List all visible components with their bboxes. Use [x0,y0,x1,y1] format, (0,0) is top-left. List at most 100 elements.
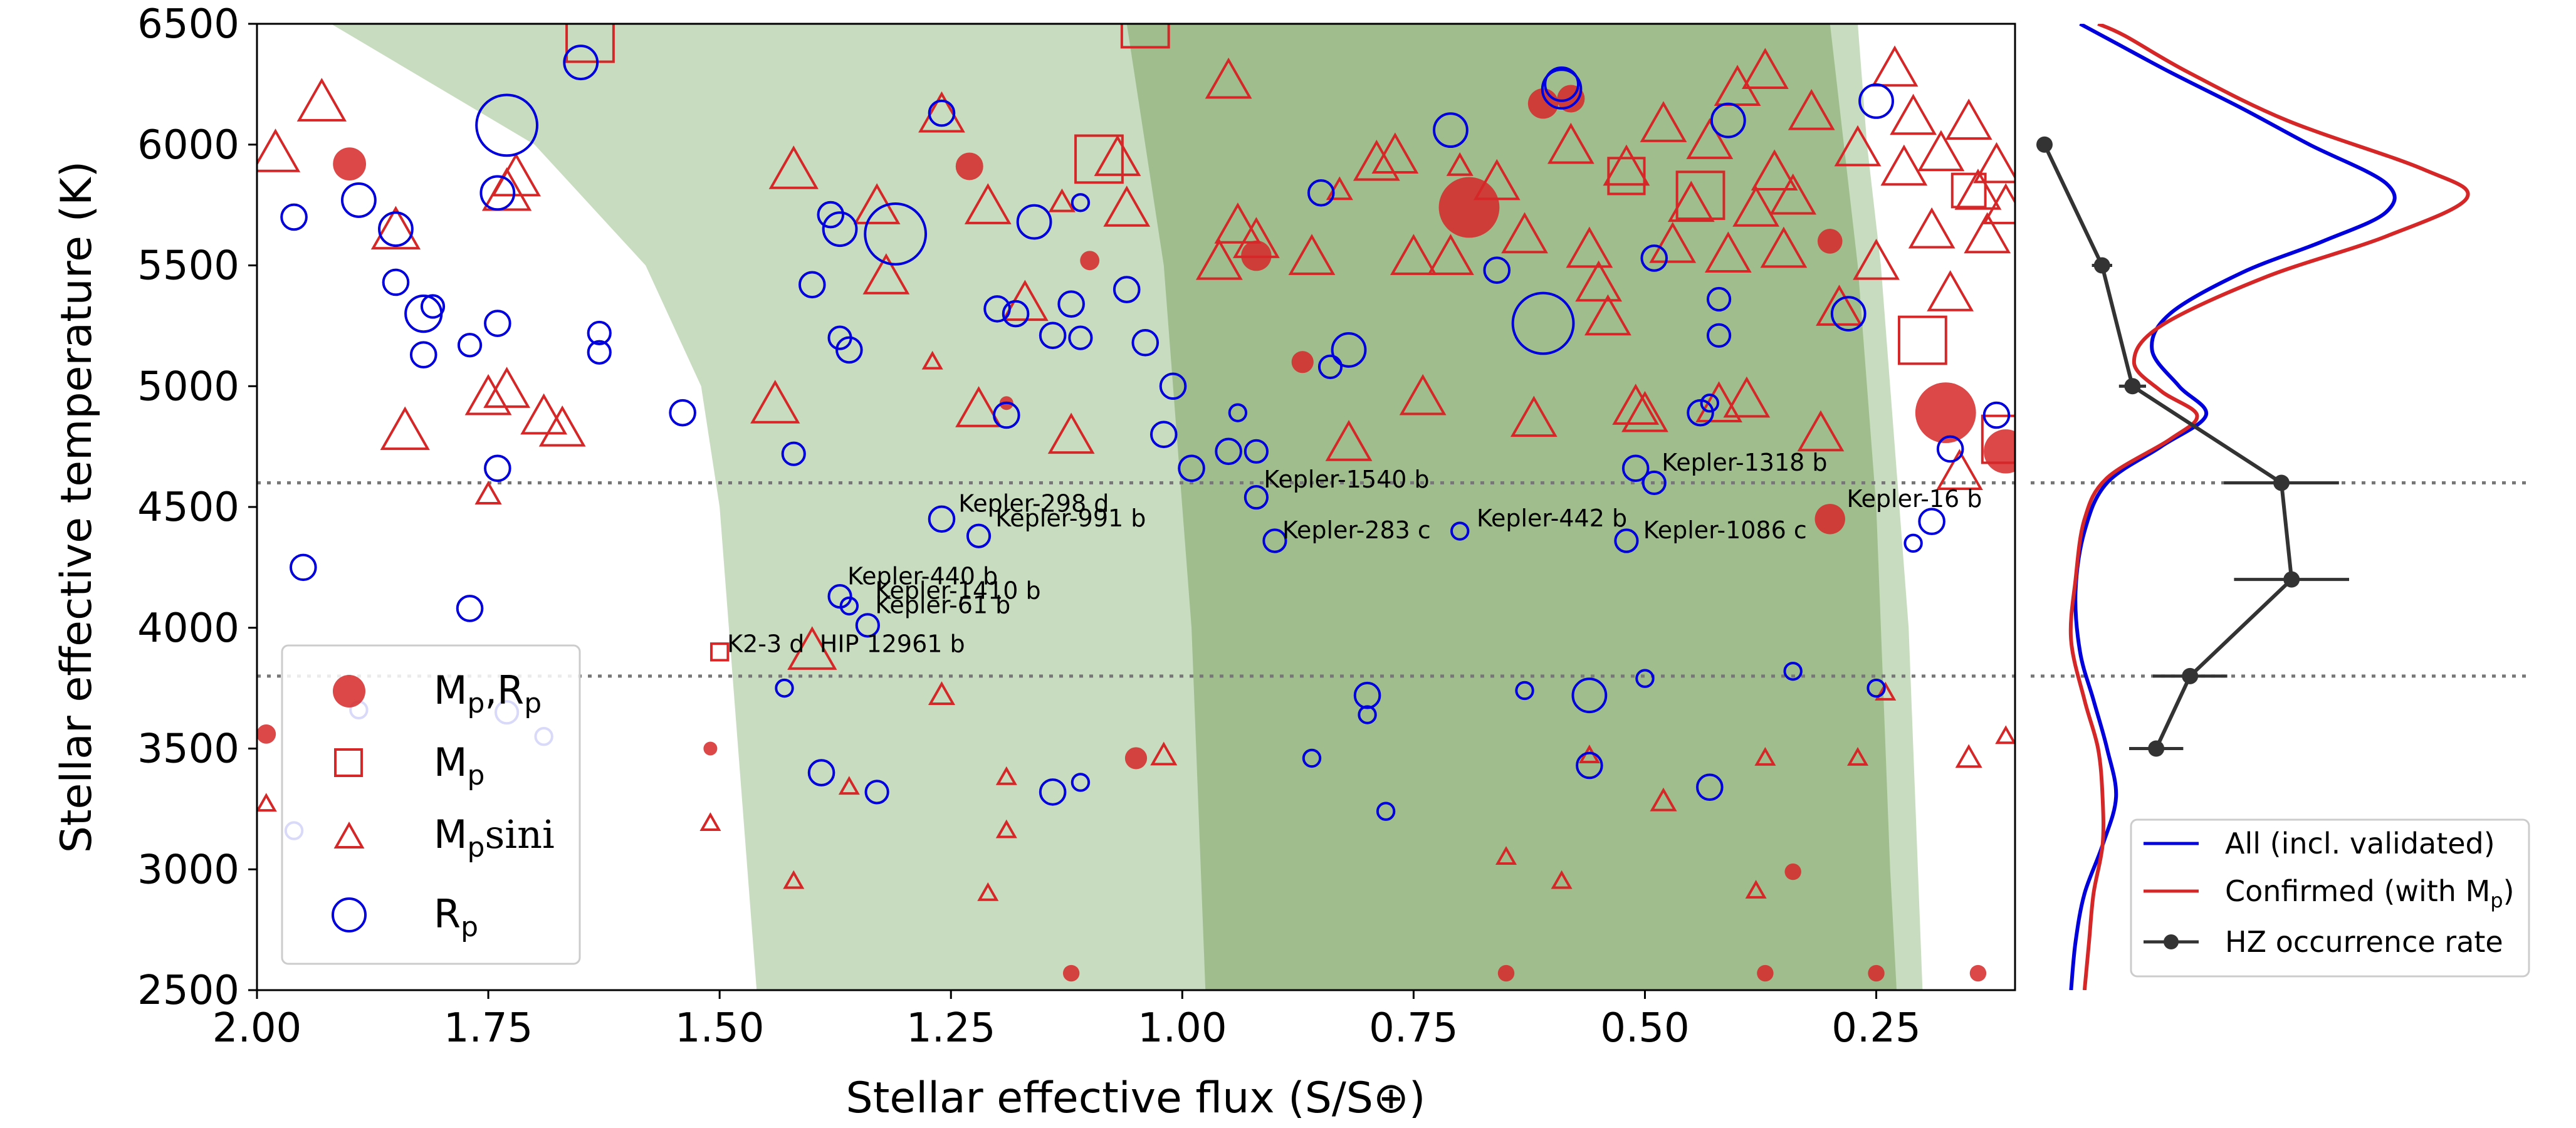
mpsini-point [928,681,956,705]
rp-point [1228,403,1248,422]
mpsini-point [699,812,721,831]
mpsini-point [1584,294,1631,336]
hz-occurrence-rate [2036,136,2349,757]
mpsini-point [483,367,531,408]
rp-point [1307,179,1335,207]
mpsini-point [964,183,1012,224]
mpsini-point [1754,747,1776,766]
mp-rp-point [955,152,983,180]
mpsini-point [1427,234,1474,275]
mpsini-point [538,405,586,447]
rp-point [1621,454,1650,483]
mpsini-point [1371,132,1419,174]
mpsini-point [1704,231,1752,273]
y-tick-label: 6500 [137,1,239,48]
mp-point [1981,414,2015,464]
rp-point [1635,669,1655,688]
mpsini-point [370,206,421,250]
mpsini-point [1973,142,2015,184]
mpsini-point [1566,226,1613,268]
mp-point [1074,134,1124,184]
rp-point [1700,394,1720,413]
rp-point [378,211,414,248]
mpsini-point [491,152,542,197]
mpsini-point [1741,48,1789,90]
rp-point [1353,681,1381,709]
rp-point [807,759,835,786]
rp-point [587,320,612,346]
rp-point [928,99,956,127]
mpsini-point [1353,139,1400,181]
mpsini-point [1288,234,1336,275]
mp-rp-point [257,724,276,744]
rp-point [1131,329,1160,357]
mpsini-point [1751,149,1798,191]
y-axis: 2500 3000 3500 4000 4500 5000 5500 6000 6500 [137,1,257,1014]
x-tick-label: 1.00 [1138,1005,1227,1052]
mpsini-point [1195,238,1243,280]
mpsini-point [474,481,502,505]
mp-rp-point [1969,964,1987,982]
rp-point [855,613,880,638]
rp-point [928,505,956,533]
mpsini-point [1547,122,1594,164]
rate-point [2124,378,2141,395]
mpsini-point [1621,390,1668,432]
hz-conservative-band [1126,24,1897,990]
rp-point [382,268,410,296]
rp-point [457,333,483,358]
rp-point [1149,420,1178,449]
y-tick-label: 3500 [137,726,239,773]
rp-point [1867,678,1886,698]
rp-point [1903,533,1923,553]
rate-point [2148,740,2165,757]
rp-point [669,399,696,427]
rp-point [1544,66,1580,102]
x-axis: 2.00 1.75 1.50 1.25 1.00 0.75 0.50 0.25 [212,990,1921,1052]
x-axis-title: Stellar effective flux (S/S⊕) [846,1073,1426,1123]
rp-point [420,294,446,319]
legend-marker-mp [334,748,363,777]
mp-rp-point [1817,229,1843,254]
mpsini-point [1640,101,1687,142]
rp-point [798,271,826,299]
planet-label: Kepler-442 b [1477,504,1627,532]
rp-point [1243,484,1269,510]
mpsini-point [1667,180,1715,222]
rp-point [1317,354,1343,380]
mpsini-point [1816,285,1863,326]
mpsini-point [1797,410,1845,452]
rp-point [1113,276,1141,303]
mpsini-point [955,386,1002,427]
rp-point [1433,112,1469,149]
x-tick-label: 2.00 [212,1005,302,1052]
rp-point [409,341,437,368]
main-legend: Mp,Rp Mp Mpsini Rp [281,644,581,965]
rate-point [2093,257,2110,274]
mpsini-point [1094,135,1141,176]
rp-point [1178,454,1205,483]
legend-label-mp-rp: Mp,Rp [434,667,542,719]
y-tick-label: 4500 [137,484,239,531]
mpsini-point [1723,376,1771,418]
mp-rp-point [1757,964,1774,982]
mp-rp-point [1784,863,1801,880]
y-tick-label: 4000 [137,605,239,652]
rp-point [1068,325,1093,350]
rp-point [839,596,859,616]
rp-point [1358,705,1377,724]
rp-point [1918,508,1945,535]
rp-point [1614,528,1639,553]
rp-point [1483,256,1511,285]
x-tick-label: 1.50 [675,1005,765,1052]
mp-rp-point [1814,504,1845,535]
legend-marker-mpsini [333,821,365,849]
mpsini-point [1847,747,1869,766]
x-tick-label: 0.75 [1369,1005,1458,1052]
mpsini-point [1788,88,1835,130]
mpsini-point [1551,870,1573,889]
planet-label: Kepler-283 c [1282,516,1431,544]
mpsini-point [1714,65,1761,107]
rp-point [1262,528,1287,553]
